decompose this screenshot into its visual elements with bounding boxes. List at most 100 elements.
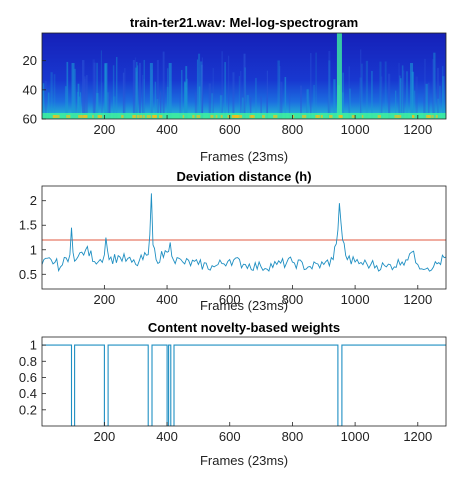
spectrogram-streak [284,77,287,119]
spectrogram-peak [83,115,88,118]
spectrogram-streak [266,70,268,119]
x-tick-label: 1000 [341,122,370,137]
spectrogram-streak [278,65,281,119]
spectrogram-peak [432,115,434,118]
weights-xlabel: Frames (23ms) [200,453,288,468]
panel-spectrogram: train-ter21.wav: Mel-log-spectrogram 200… [23,15,447,164]
spectrogram-streak [432,59,435,119]
spectrogram-streak [349,88,351,119]
spectrogram-streak [47,92,50,119]
x-tick-label: 800 [282,429,304,444]
spectrogram-streak [113,96,116,119]
spectrogram-streak [156,98,159,119]
spectrogram-streak [83,76,86,119]
spectrogram-peak [78,115,82,118]
spectrogram-streak [361,63,363,119]
spectrogram-xlabel: Frames (23ms) [200,149,288,164]
x-tick-label: 600 [219,122,241,137]
spectrogram-streak [50,72,53,119]
x-tick-label: 600 [219,292,241,307]
spectrogram-streak [109,91,111,119]
spectrogram-peak [412,115,415,118]
spectrogram-peak [427,115,432,118]
spectrogram-event [104,63,108,119]
spectrogram-streak [413,90,416,119]
spectrogram-streak [77,83,80,119]
spectrogram-streak [184,81,186,119]
spectrogram-streak [221,51,223,119]
spectrogram-peak [98,115,103,118]
spectrogram-streak [134,57,137,119]
spectrogram-streak [142,74,144,119]
spectrogram-streak [185,66,188,119]
weights-plot-area [42,337,446,426]
spectrogram-peak [435,115,438,118]
spectrogram-streak [388,73,391,119]
spectrogram-streak [365,60,369,119]
spectrogram-streak [156,59,159,119]
spectrogram-streak [198,53,201,119]
spectrogram-peak [261,115,265,118]
y-tick-label: 1 [30,338,37,353]
panel-weights: Content novelty-based weights 200 400 600 8… [19,320,447,468]
x-tick-label: 800 [282,292,304,307]
spectrogram-streak [401,65,404,119]
spectrogram-peak [292,115,295,118]
spectrogram-streak [112,65,115,119]
spectrogram-streak [425,83,428,119]
spectrogram-peak [227,115,230,118]
spectrogram-peak [152,115,158,118]
spectrogram-streak [260,96,262,119]
spectrogram-streak [143,59,145,119]
spectrogram-peak [53,115,57,118]
spectrogram-peak [215,115,218,118]
spectrogram-streak [240,70,242,119]
y-tick-label: 1 [30,242,37,257]
panel-deviation: Deviation distance (h) 200 400 600 800 1000 1… [19,169,447,313]
weights-ticks: 200 400 600 800 1000 1200 0.20.40.60.81 [19,338,432,444]
spectrogram-streak [437,98,439,119]
spectrogram-peak [133,115,137,118]
x-tick-label: 1200 [403,122,432,137]
spectrogram-streak [328,60,331,119]
spectrogram-streak [328,50,331,119]
spectrogram-streak [403,70,405,119]
weights-frame [41,336,447,427]
deviation-series-line [42,193,446,273]
spectrogram-peak [182,115,185,118]
spectrogram-streak [241,97,244,119]
spectrogram-streak [379,61,382,119]
spectrogram-streak [201,57,204,119]
y-tick-label: 2 [30,193,37,208]
spectrogram-peak [220,115,223,118]
spectrogram-event [410,63,414,119]
spectrogram-streak [73,68,76,119]
deviation-title: Deviation distance (h) [176,169,311,184]
y-tick-label: 0.4 [19,386,37,401]
spectrogram-peak [159,115,163,118]
spectrogram-streak [243,53,246,119]
spectrogram-streak [92,59,95,119]
spectrogram-peak [316,115,321,118]
spectrogram-streak [300,85,302,119]
spectrogram-streak [82,60,85,119]
spectrogram-streak [79,92,81,119]
deviation-xlabel: Frames (23ms) [200,298,288,313]
spectrogram-peak [397,115,402,118]
spectrogram-streak [288,93,291,119]
x-tick-label: 200 [94,122,116,137]
spectrogram-event [71,63,75,119]
spectrogram-streak [138,62,141,119]
spectrogram-event [168,63,172,119]
spectrogram-streak [244,67,246,119]
spectrogram-peak [231,115,235,118]
spectrogram-streak [64,86,67,119]
deviation-plot-area [42,186,446,289]
spectrogram-streak [160,92,162,119]
spectrogram-streak [400,81,403,119]
spectrogram-streak [313,84,315,119]
deviation-frame [41,185,447,290]
spectrogram-streak [342,92,344,119]
